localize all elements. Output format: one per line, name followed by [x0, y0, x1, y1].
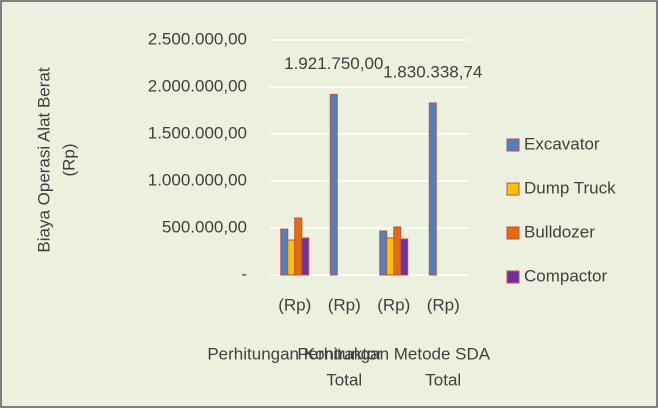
data-label: 1.830.338,74 [383, 62, 482, 81]
x-tick-label: (Rp) [278, 295, 311, 314]
bar [386, 237, 395, 276]
x-tick-label: (Rp) [377, 295, 410, 314]
y-tick-label: 2.000.000,00 [148, 76, 247, 95]
legend-swatch [506, 270, 520, 284]
legend-swatch [506, 226, 520, 240]
x-group-label: Perhitungan Metode SDA [297, 344, 490, 363]
legend-swatch [506, 182, 520, 196]
legend-label: Dump Truck [524, 178, 616, 197]
y-axis-label: Biaya Operasi Alat Berat [34, 67, 53, 252]
x-tick-label: (Rp) [328, 295, 361, 314]
bar [301, 237, 310, 276]
y-axis-label: (Rp) [59, 143, 78, 176]
x-group-label: Perhitungan Kontraktor [207, 344, 382, 363]
y-tick-label: 500.000,00 [162, 217, 247, 236]
legend-label: Excavator [524, 134, 600, 153]
y-tick-label: 2.500.000,00 [148, 29, 247, 48]
data-label: 1.921.750,00 [284, 54, 383, 73]
bar [379, 230, 388, 276]
bar [400, 238, 409, 276]
legend-label: Bulldozer [524, 222, 595, 241]
x-group-label: Total [326, 370, 362, 389]
bar [294, 217, 303, 276]
bar [329, 93, 338, 276]
x-tick-label: (Rp) [427, 295, 460, 314]
legend-label: Compactor [524, 266, 607, 285]
y-tick-label: 1.000.000,00 [148, 170, 247, 189]
bar [287, 239, 296, 276]
bar [393, 226, 402, 276]
x-group-label: Total [425, 370, 461, 389]
y-tick-label: 1.500.000,00 [148, 123, 247, 142]
bar [280, 228, 289, 276]
legend-swatch [506, 138, 520, 152]
bar [428, 102, 437, 276]
y-tick-label: - [241, 264, 247, 283]
